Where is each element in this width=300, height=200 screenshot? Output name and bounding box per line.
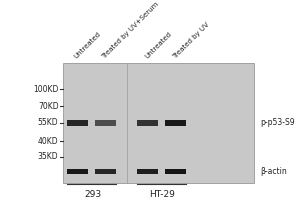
Text: 100KD: 100KD xyxy=(33,85,58,94)
Bar xyxy=(137,120,158,126)
Text: HT-29: HT-29 xyxy=(149,190,175,199)
Bar xyxy=(95,120,116,126)
Text: 35KD: 35KD xyxy=(38,152,58,161)
Bar xyxy=(95,169,116,174)
Bar xyxy=(165,169,186,174)
Text: Treated by UV+Serum: Treated by UV+Serum xyxy=(101,1,160,60)
Text: 293: 293 xyxy=(84,190,101,199)
Bar xyxy=(67,169,88,174)
Bar xyxy=(137,169,158,174)
Text: β-actin: β-actin xyxy=(260,167,287,176)
Bar xyxy=(165,120,186,126)
Text: Treated by UV: Treated by UV xyxy=(172,21,210,60)
Text: Untreated: Untreated xyxy=(143,31,172,60)
Text: 40KD: 40KD xyxy=(38,137,58,146)
Text: 55KD: 55KD xyxy=(38,118,58,127)
Text: 70KD: 70KD xyxy=(38,102,58,111)
Bar xyxy=(63,63,254,183)
Bar xyxy=(67,120,88,126)
Text: p-p53-S9: p-p53-S9 xyxy=(260,118,295,127)
Text: Untreated: Untreated xyxy=(73,31,102,60)
